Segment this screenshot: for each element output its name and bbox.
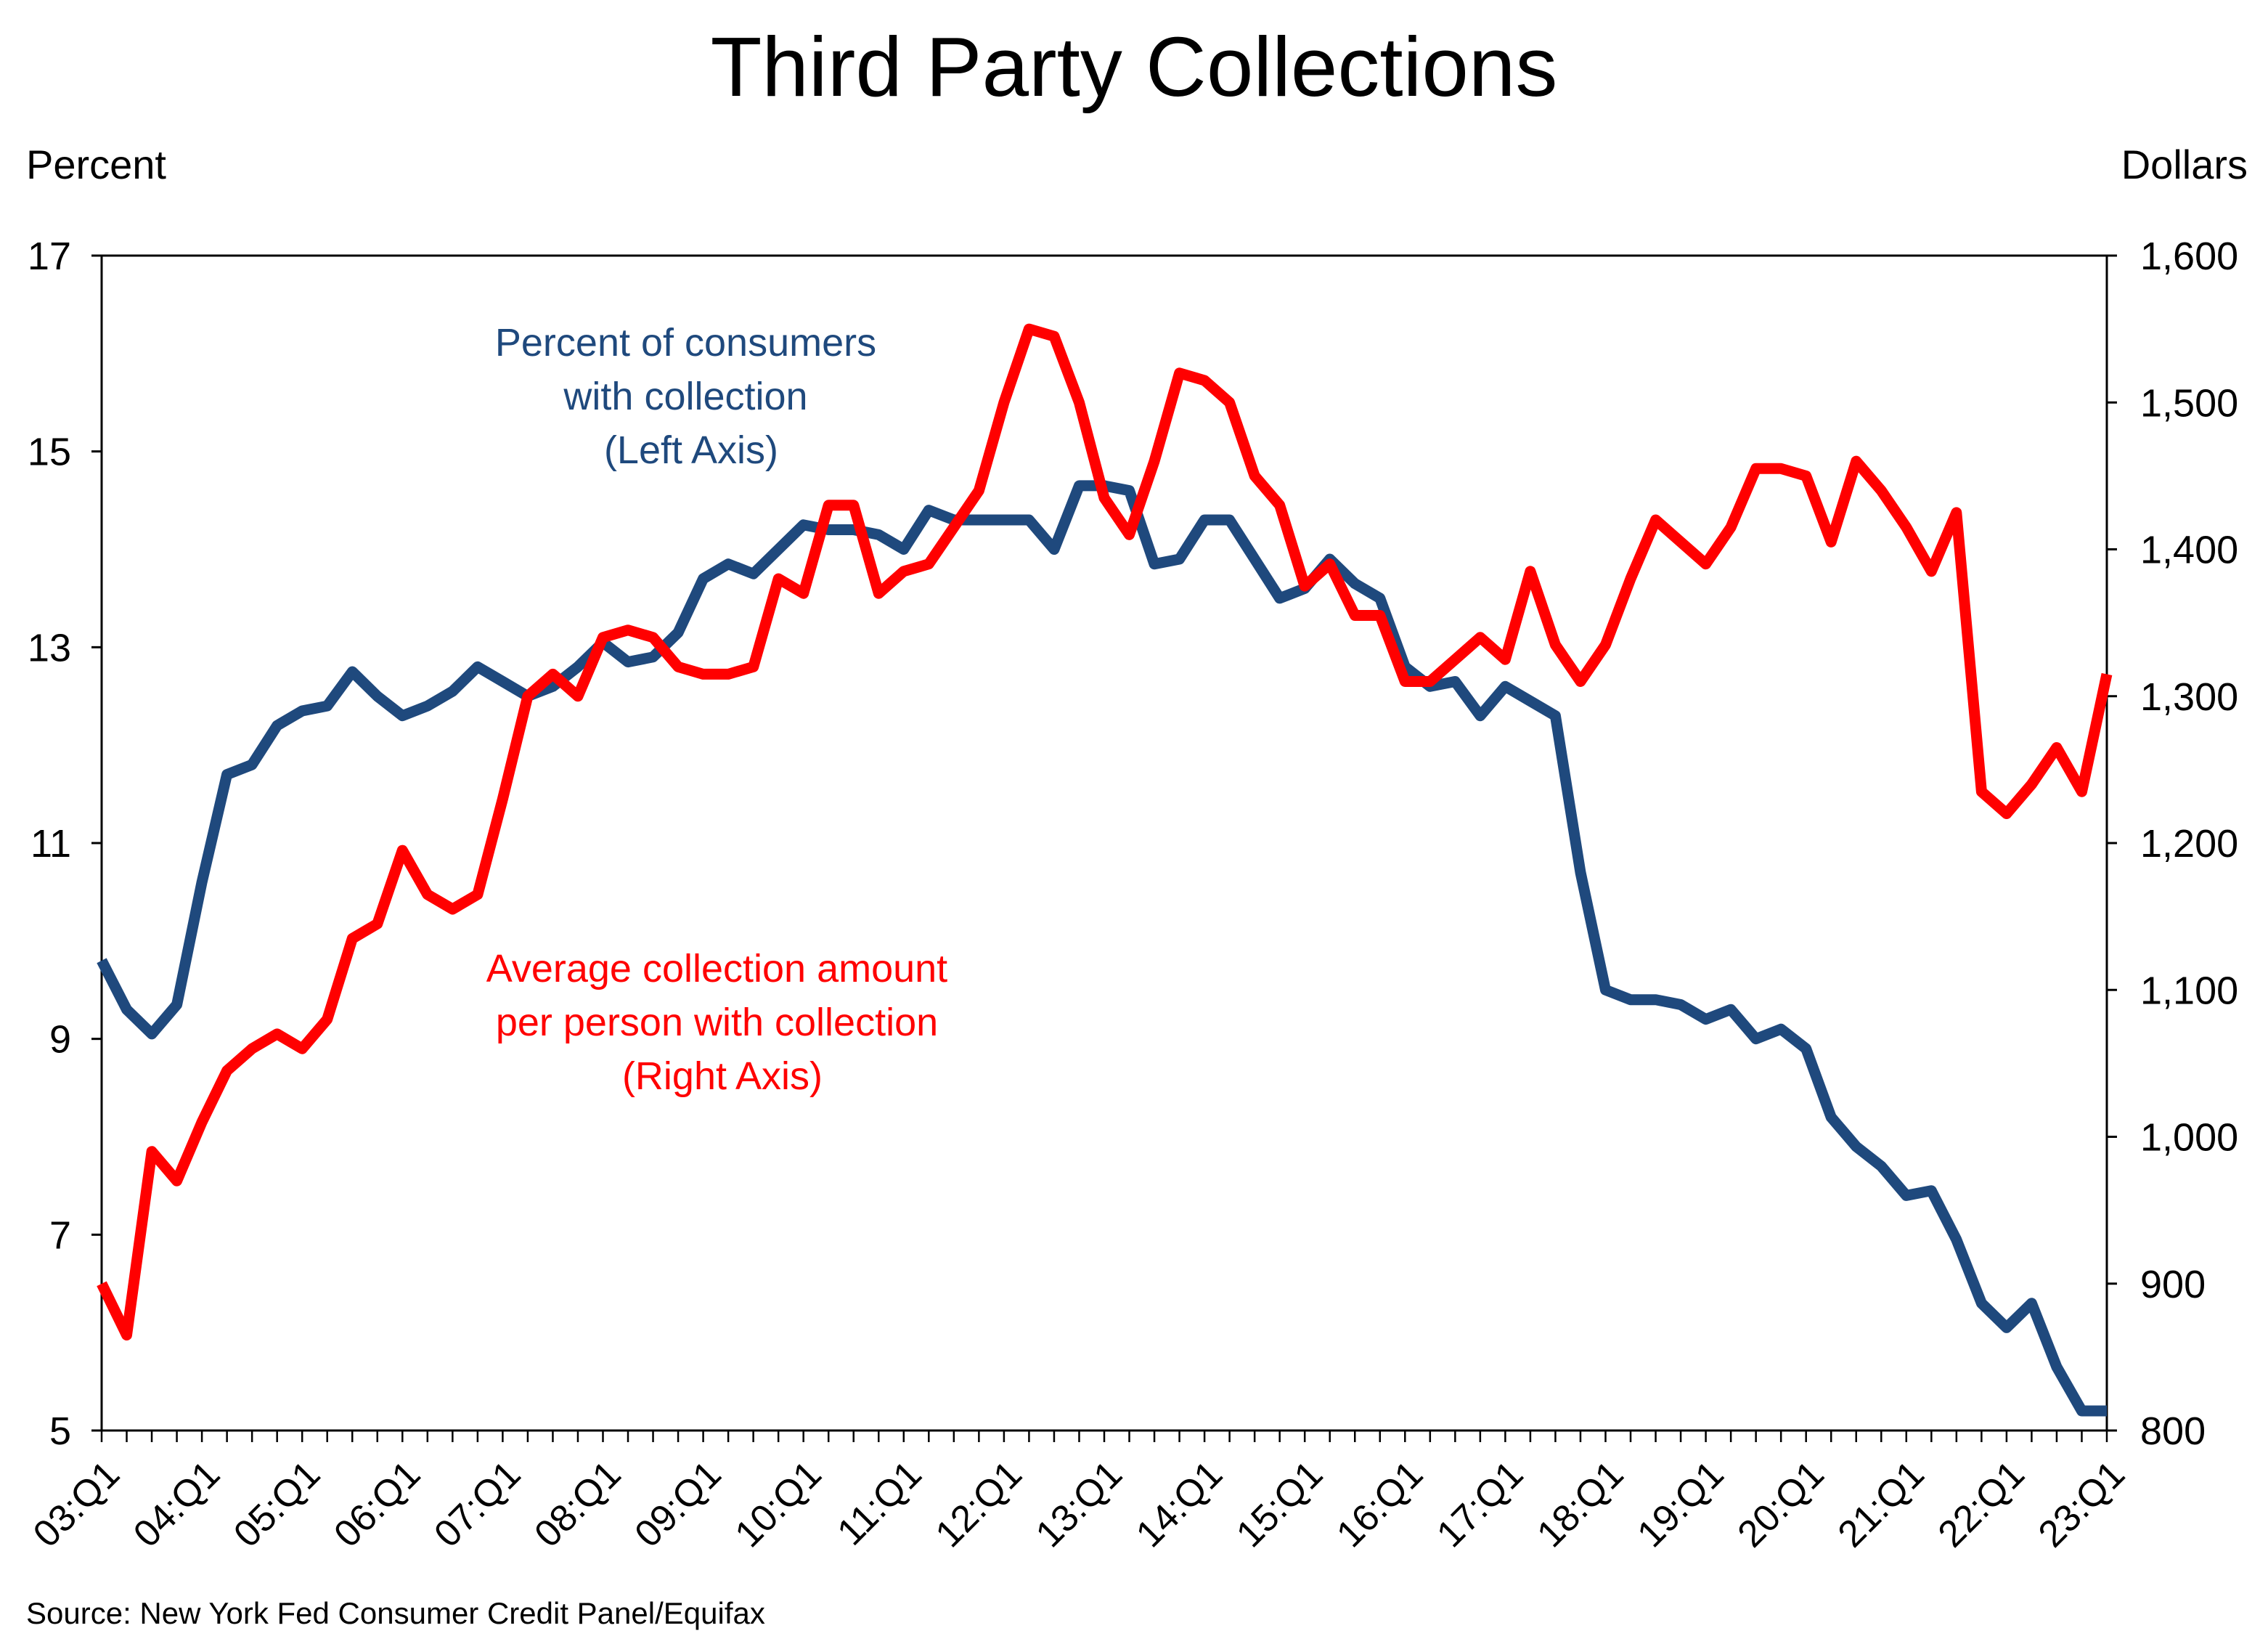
x-tick-label-14: 17:Q1 (1429, 1453, 1531, 1555)
x-tick-label-11: 14:Q1 (1128, 1453, 1231, 1555)
right-axis-label: Dollars (2121, 142, 2248, 187)
annotation-right-line-2: per person with collection (496, 1001, 938, 1044)
x-tick-label-15: 18:Q1 (1529, 1453, 1631, 1555)
right-tick-label-6: 1,400 (2140, 529, 2238, 572)
annotation-left-line-3: (Left Axis) (604, 428, 778, 472)
annotation-left-line-1: Percent of consumers (495, 321, 876, 365)
x-tick-label-4: 07:Q1 (426, 1453, 529, 1555)
x-tick-label-6: 09:Q1 (627, 1453, 729, 1555)
left-axis-ticks: 5 7 9 11 13 15 17 (28, 235, 102, 1453)
left-tick-label-6: 17 (28, 235, 71, 278)
right-axis-ticks: 800 900 1,000 1,100 1,200 1,300 1,400 1,500 1,60… (2107, 235, 2238, 1453)
annotation-left-series: Percent of consumers with collection (Le… (495, 321, 887, 472)
right-tick-label-5: 1,300 (2140, 675, 2238, 719)
right-tick-label-0: 800 (2140, 1409, 2206, 1453)
left-tick-label-1: 7 (49, 1213, 71, 1257)
x-tick-label-3: 06:Q1 (326, 1453, 428, 1555)
annotation-left-line-2: with collection (563, 375, 807, 418)
annotation-right-series: Average collection amount per person wit… (486, 947, 958, 1098)
x-tick-label-8: 11:Q1 (829, 1453, 929, 1553)
left-tick-label-0: 5 (49, 1409, 71, 1453)
x-tick-label-12: 15:Q1 (1228, 1453, 1331, 1555)
x-tick-label-16: 19:Q1 (1629, 1453, 1731, 1555)
source-note: Source: New York Fed Consumer Credit Pan… (26, 1596, 765, 1630)
annotation-right-line-1: Average collection amount (486, 947, 947, 990)
left-tick-label-2: 9 (49, 1018, 71, 1062)
chart-title: Third Party Collections (711, 20, 1558, 114)
series-group (97, 323, 2113, 1417)
x-tick-label-7: 10:Q1 (727, 1453, 830, 1555)
average-amount-line (97, 323, 2113, 1340)
x-tick-label-20: 23:Q1 (2031, 1453, 2133, 1555)
x-tick-label-9: 12:Q1 (928, 1453, 1030, 1555)
plot-area (100, 254, 2108, 1432)
right-tick-label-3: 1,100 (2140, 969, 2238, 1012)
right-tick-label-2: 1,000 (2140, 1116, 2238, 1160)
x-tick-label-1: 04:Q1 (126, 1453, 228, 1555)
x-tick-label-18: 21:Q1 (1830, 1453, 1933, 1555)
x-tick-label-10: 13:Q1 (1028, 1453, 1130, 1555)
left-tick-label-4: 13 (28, 626, 71, 670)
x-tick-label-0: 03:Q1 (25, 1453, 128, 1555)
left-tick-label-3: 11 (30, 822, 71, 866)
right-tick-label-4: 1,200 (2140, 822, 2238, 866)
x-tick-label-17: 20:Q1 (1730, 1453, 1832, 1555)
x-tick-label-19: 22:Q1 (1930, 1453, 2033, 1555)
right-tick-label-1: 900 (2140, 1263, 2206, 1306)
left-axis-label: Percent (26, 142, 166, 187)
x-tick-label-2: 05:Q1 (226, 1453, 328, 1555)
x-tick-label-13: 16:Q1 (1329, 1453, 1431, 1555)
right-tick-label-7: 1,500 (2140, 381, 2238, 425)
x-tick-label-5: 08:Q1 (526, 1453, 629, 1555)
percent-consumers-line (97, 480, 2107, 1417)
left-tick-label-5: 15 (28, 431, 71, 474)
annotation-right-line-3: (Right Axis) (622, 1054, 823, 1098)
right-tick-label-8: 1,600 (2140, 235, 2238, 278)
x-axis-ticks: 03:Q104:Q105:Q106:Q107:Q108:Q109:Q110:Q1… (25, 1431, 2133, 1555)
